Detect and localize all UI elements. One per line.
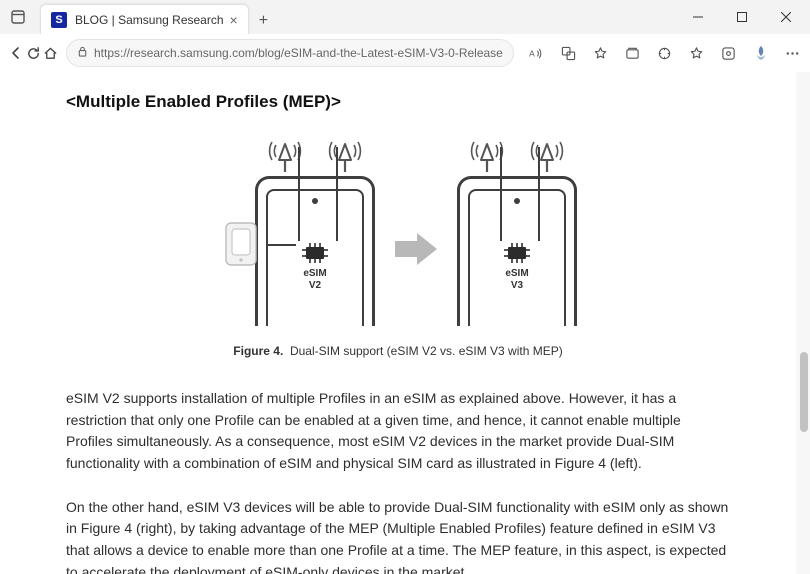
camera-dot-icon [312, 198, 318, 204]
esim-chip-icon: eSIM V2 [301, 243, 329, 291]
article-body: <Multiple Enabled Profiles (MEP)> [0, 72, 796, 574]
sim-tray-icon [224, 221, 260, 272]
app-icon[interactable] [714, 38, 744, 68]
scrollbar[interactable] [796, 72, 810, 574]
phone-body: eSIM V2 [255, 176, 375, 326]
favorites-icon[interactable] [586, 38, 616, 68]
figure-4: eSIM V2 [66, 136, 730, 326]
figure-caption: Figure 4. Dual-SIM support (eSIM V2 vs. … [66, 344, 730, 358]
phone-screen: eSIM V3 [468, 189, 566, 326]
page-content: <Multiple Enabled Profiles (MEP)> [0, 72, 796, 574]
tab-close-icon[interactable]: × [230, 12, 238, 28]
scroll-thumb[interactable] [800, 352, 808, 432]
figure-label: Figure 4. [233, 344, 283, 358]
back-button[interactable] [8, 38, 24, 68]
phone-body: eSIM V3 [457, 176, 577, 326]
antennas-v3 [468, 136, 566, 172]
antenna-icon [528, 136, 566, 172]
chip-label: eSIM V3 [503, 268, 531, 291]
home-button[interactable] [43, 38, 58, 68]
address-bar[interactable]: https://research.samsung.com/blog/eSIM-a… [66, 39, 514, 67]
tab-favicon: S [51, 12, 67, 28]
extensions-icon[interactable] [650, 38, 680, 68]
translate-icon[interactable] [554, 38, 584, 68]
new-tab-button[interactable]: + [249, 8, 278, 34]
profile-icon[interactable] [746, 38, 776, 68]
toolbar: https://research.samsung.com/blog/eSIM-a… [0, 34, 810, 72]
tab-title: BLOG | Samsung Research [75, 13, 224, 27]
antennas-v2 [266, 136, 364, 172]
star-outline-icon[interactable] [682, 38, 712, 68]
browser-tab[interactable]: S BLOG | Samsung Research × [40, 4, 249, 34]
diagram: eSIM V2 [219, 136, 577, 326]
figure-caption-text: Dual-SIM support (eSIM V2 vs. eSIM V3 wi… [290, 344, 563, 358]
titlebar: S BLOG | Samsung Research × + [0, 0, 810, 34]
paragraph: eSIM V2 supports installation of multipl… [66, 388, 730, 475]
collections-icon[interactable] [618, 38, 648, 68]
arrow-right-icon [393, 231, 439, 272]
camera-dot-icon [514, 198, 520, 204]
more-icon[interactable] [778, 38, 808, 68]
antenna-icon [326, 136, 364, 172]
minimize-button[interactable] [676, 2, 720, 32]
phone-v3: eSIM V3 [457, 136, 577, 326]
svg-text:A: A [529, 48, 535, 58]
phone-v2: eSIM V2 [219, 136, 375, 326]
chip-label: eSIM V2 [301, 268, 329, 291]
lock-icon [77, 46, 88, 60]
refresh-button[interactable] [26, 38, 41, 68]
url-text: https://research.samsung.com/blog/eSIM-a… [94, 46, 503, 60]
paragraph: On the other hand, eSIM V3 devices will … [66, 497, 730, 574]
toolbar-right: A [522, 38, 810, 68]
tab-strip: S BLOG | Samsung Research × + [34, 0, 676, 34]
tabs-menu-icon[interactable] [6, 5, 30, 29]
browser-chrome: S BLOG | Samsung Research × + https://re… [0, 0, 810, 73]
maximize-button[interactable] [720, 2, 764, 32]
close-window-button[interactable] [764, 2, 808, 32]
phone-screen: eSIM V2 [266, 189, 364, 326]
section-heading: <Multiple Enabled Profiles (MEP)> [66, 92, 730, 112]
window-controls [676, 2, 808, 32]
read-aloud-icon[interactable]: A [522, 38, 552, 68]
esim-chip-icon: eSIM V3 [503, 243, 531, 291]
